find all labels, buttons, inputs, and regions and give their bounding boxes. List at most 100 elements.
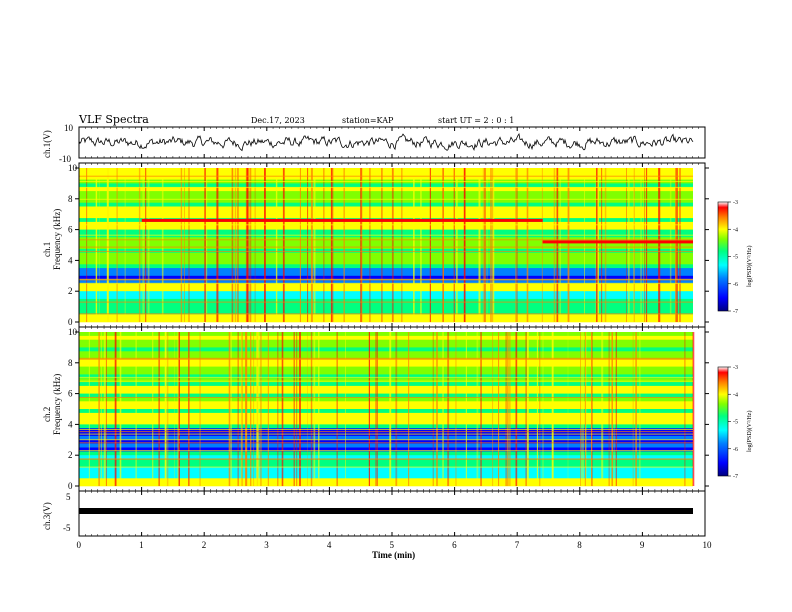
impulsive-streak [116, 168, 118, 322]
impulsive-streak [281, 332, 284, 486]
ch2-colorbar-tick-label: -6 [733, 447, 738, 453]
impulsive-streak [119, 332, 122, 486]
narrowband-line [79, 239, 693, 241]
red-narrowband-line [542, 240, 693, 244]
spectrum-band [79, 466, 693, 471]
spectrum-band [79, 271, 693, 277]
impulsive-streak [595, 168, 597, 322]
impulsive-streak [539, 332, 541, 486]
impulsive-streak [401, 168, 403, 322]
impulsive-streak [256, 332, 259, 486]
impulsive-streak [482, 168, 485, 322]
spectrum-band [79, 470, 693, 475]
impulsive-streak [98, 332, 100, 486]
impulsive-streak [413, 168, 415, 322]
time-tick-label: 1 [139, 540, 144, 550]
spectrum-band [79, 275, 693, 280]
spectrum-band [79, 435, 693, 441]
impulsive-streak [541, 168, 543, 322]
ch2-freq-tick-label: 10 [68, 327, 78, 337]
impulsive-streak [492, 332, 494, 486]
impulsive-streak [361, 168, 363, 322]
impulsive-streak [307, 168, 309, 322]
spectrum-band [79, 332, 693, 337]
impulsive-streak [345, 332, 346, 486]
impulsive-streak [105, 332, 106, 486]
spectrum-band [79, 389, 693, 394]
impulsive-streak [152, 332, 154, 486]
narrowband-line [79, 442, 693, 444]
ch2-spectrogram-panel: 0 2 4 6 8 10 ch.2 Frequency (kHz) [42, 326, 709, 492]
narrowband-line [79, 301, 693, 303]
impulsive-streak [275, 168, 278, 322]
narrowband-line [79, 380, 693, 382]
impulsive-streak [447, 332, 450, 486]
narrowband-line [79, 246, 693, 248]
ch1-freq-tick-label: 10 [68, 163, 78, 173]
ch3-ytick-top: 5 [66, 492, 71, 502]
impulsive-streak [180, 168, 183, 322]
impulsive-streak [237, 332, 239, 486]
impulsive-streak [237, 168, 239, 322]
impulsive-streak [536, 332, 538, 486]
spectrum-band [79, 339, 693, 344]
spectrum-band [79, 187, 693, 192]
spectrum-band [79, 194, 693, 200]
impulsive-streak [241, 332, 243, 486]
time-tick-label: 8 [577, 540, 582, 550]
impulsive-streak [389, 332, 392, 486]
impulsive-streak [330, 168, 333, 322]
spectrum-band [79, 191, 693, 196]
time-tick-label: 0 [77, 540, 82, 550]
spectrum-band [79, 210, 693, 215]
narrowband-line [79, 181, 693, 182]
spectrum-band [79, 214, 693, 219]
spectrum-band [79, 405, 693, 410]
ch2-freq-ylabel: Frequency (kHz) [52, 374, 62, 435]
impulsive-streak [658, 168, 660, 322]
impulsive-streak [644, 168, 646, 322]
impulsive-streak [368, 332, 370, 486]
spectrum-band [79, 343, 693, 348]
spectrum-band [79, 347, 693, 352]
ch1-freq-tick-label: 0 [68, 317, 73, 327]
spectrum-band [79, 478, 693, 483]
time-tick-label: 10 [703, 540, 713, 550]
impulsive-streak [299, 168, 301, 322]
impulsive-streak [646, 168, 648, 322]
impulsive-streak [604, 168, 607, 322]
spectrum-band [79, 358, 693, 364]
ch2-colorbar-tick-label: -7 [733, 474, 738, 480]
narrowband-line [79, 250, 693, 252]
impulsive-streak [106, 168, 109, 322]
impulsive-streak [307, 332, 308, 486]
impulsive-streak [442, 332, 444, 486]
spectrum-band [79, 455, 693, 460]
impulsive-streak [635, 332, 637, 486]
narrowband-line [79, 282, 693, 284]
spectrum-band [79, 283, 693, 288]
impulsive-streak [188, 168, 190, 322]
impulsive-streak [420, 168, 422, 322]
impulsive-streak [231, 168, 234, 322]
impulsive-streak [257, 332, 260, 486]
impulsive-streak [490, 168, 492, 322]
impulsive-streak [147, 168, 150, 322]
impulsive-streak [432, 332, 434, 486]
narrowband-line [79, 431, 693, 433]
impulsive-streak [313, 168, 316, 322]
ch3-waveform-line [79, 508, 693, 514]
spectrum-band [79, 260, 693, 265]
red-narrowband-line [141, 218, 543, 222]
impulsive-streak [585, 332, 587, 486]
ch1-ylabel: ch.1(V) [42, 130, 52, 158]
impulsive-streak [582, 332, 584, 486]
spectrum-band [79, 241, 693, 246]
impulsive-streak [293, 332, 295, 486]
ch1-waveform-line [78, 133, 694, 152]
impulsive-streak [369, 168, 371, 322]
impulsive-streak [205, 168, 208, 322]
impulsive-streak [608, 332, 610, 486]
narrowband-line [79, 234, 693, 236]
impulsive-streak [88, 332, 90, 486]
